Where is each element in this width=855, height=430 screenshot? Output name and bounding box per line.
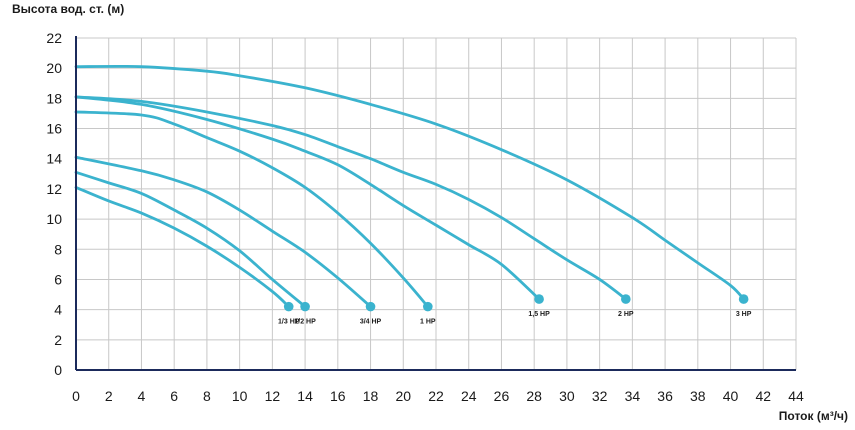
y-tick-label: 2	[54, 332, 62, 348]
x-tick-label: 38	[690, 388, 706, 404]
x-tick-label: 4	[138, 388, 146, 404]
x-tick-label: 30	[559, 388, 575, 404]
x-tick-label: 18	[363, 388, 379, 404]
x-tick-label: 32	[592, 388, 608, 404]
series-label-1-hp: 1 HP	[420, 319, 436, 326]
series-label-3-hp: 3 HP	[736, 311, 752, 318]
y-axis-title: Высота вод. ст. (м)	[12, 2, 124, 16]
y-tick-label: 0	[54, 362, 62, 378]
y-tick-label: 4	[54, 302, 62, 318]
series-line-1-hp	[74, 110, 430, 309]
series-label-1-2-hp: 1/2 HP	[294, 319, 316, 326]
series-line-2-hp	[74, 95, 628, 301]
series-endpoint-1-5-hp	[534, 294, 544, 304]
series-layer: 1/3 HP1/2 HP 3/4 HP 1 HP 1,5 HP 2 HP 3 HP	[74, 64, 752, 326]
y-tick-label: 6	[54, 271, 62, 287]
x-tick-label: 16	[330, 388, 346, 404]
y-tick-label: 22	[46, 30, 62, 46]
x-tick-label: 26	[494, 388, 510, 404]
series-endpoint-1-hp	[423, 301, 433, 312]
series-endpoint-2-hp	[621, 294, 631, 304]
series-line-1-3-hp	[74, 186, 291, 309]
x-tick-label: 2	[105, 388, 113, 404]
tick-labels: 0 2 4 6 8 10 12 14 16 18 20 22 24 26 28 30 32 34 36 38 40 42 4…	[46, 30, 804, 404]
series-endpoint-1-2-hp	[300, 301, 310, 312]
x-tick-label: 20	[395, 388, 411, 404]
x-tick-label: 14	[297, 388, 313, 404]
series-line-3-hp	[74, 64, 746, 301]
x-tick-label: 22	[428, 388, 444, 404]
series-endpoint-3-hp	[738, 294, 749, 304]
grid	[75, 37, 797, 371]
series-endpoint-1-3-hp	[283, 301, 294, 312]
y-tick-label: 14	[46, 151, 62, 167]
series-3-hp: 3 HP	[74, 64, 752, 318]
x-tick-label: 0	[72, 388, 80, 404]
series-3-4-hp: 3/4 HP	[74, 155, 382, 326]
x-tick-label: 34	[625, 388, 641, 404]
x-tick-label: 28	[526, 388, 542, 404]
y-tick-label: 8	[54, 241, 62, 257]
x-tick-label: 12	[265, 388, 281, 404]
y-tick-label: 10	[46, 211, 62, 227]
series-line-1-5-hp	[74, 95, 541, 301]
x-tick-label: 44	[788, 388, 804, 404]
y-tick-label: 18	[46, 90, 62, 106]
axes	[75, 36, 796, 371]
x-tick-label: 6	[170, 388, 178, 404]
series-label-2-hp: 2 HP	[618, 311, 634, 318]
x-tick-label: 36	[657, 388, 673, 404]
y-tick-label: 16	[46, 121, 62, 137]
x-tick-label: 10	[232, 388, 248, 404]
x-tick-label: 42	[755, 388, 771, 404]
series-endpoint-3-4-hp	[365, 301, 376, 312]
series-label-1-5-hp: 1,5 HP	[528, 311, 550, 318]
series-1-3-hp: 1/3 HP	[74, 186, 300, 326]
series-1-2-hp: 1/2 HP	[74, 170, 316, 326]
series-line-1-2-hp	[74, 170, 307, 309]
series-1-hp: 1 HP	[74, 110, 436, 326]
series-1-5-hp: 1,5 HP	[74, 95, 550, 318]
series-label-3-4-hp: 3/4 HP	[360, 319, 382, 326]
series-label-1-3-hp: 1/3 HP	[278, 319, 300, 326]
series-2-hp: 2 HP	[74, 95, 634, 318]
x-tick-label: 8	[203, 388, 211, 404]
x-tick-label: 40	[723, 388, 739, 404]
series-line-3-4-hp	[74, 155, 372, 309]
y-tick-label: 20	[46, 60, 62, 76]
x-tick-label: 24	[461, 388, 477, 404]
x-axis-title: Поток (м³/ч)	[779, 409, 848, 423]
y-tick-label: 12	[46, 181, 62, 197]
